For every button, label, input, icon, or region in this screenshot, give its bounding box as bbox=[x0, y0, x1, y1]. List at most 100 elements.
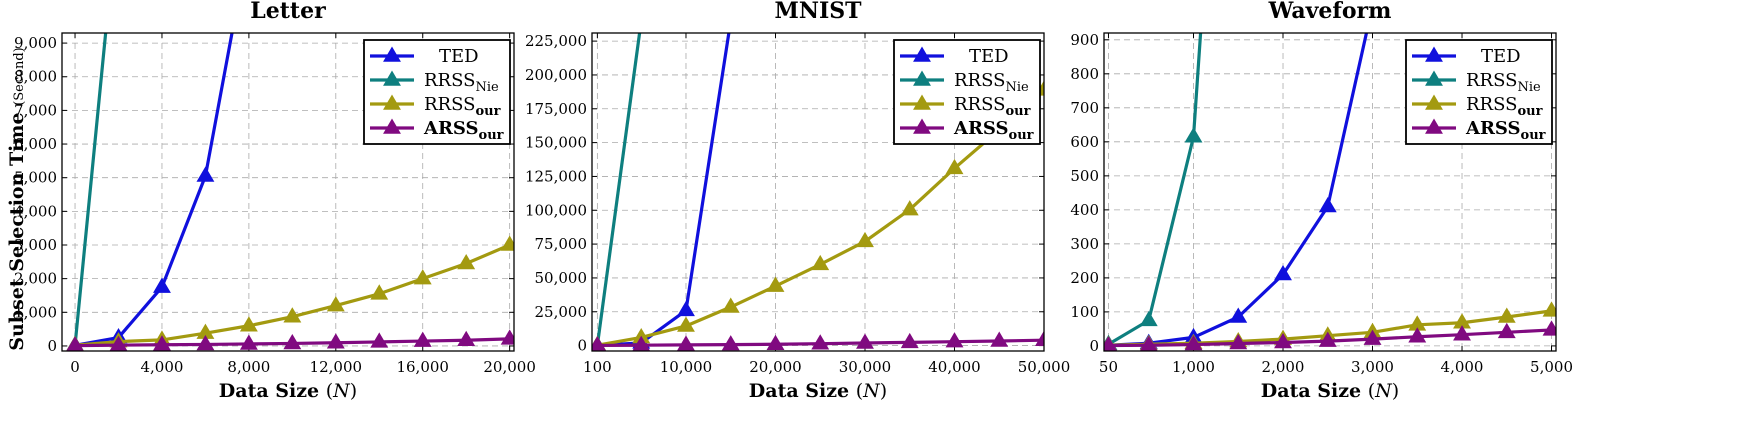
series-arss-our-point bbox=[283, 333, 302, 350]
y-tick-label: 4,000 bbox=[14, 202, 57, 220]
x-tick-label: 10,000 bbox=[660, 358, 713, 376]
legend-entry-rrss-nie-label: RRSSNie bbox=[954, 70, 1029, 95]
legend-entry-ted-label: TED bbox=[439, 46, 479, 67]
legend-entry-rrss-our-marker bbox=[1425, 94, 1443, 110]
y-tick-label: 150,000 bbox=[525, 134, 587, 152]
series-arss-our-point bbox=[1318, 331, 1337, 347]
series-arss-our-point bbox=[990, 331, 1009, 347]
legend-entry-arss-our-label: ARSSour bbox=[423, 118, 504, 143]
series-arss-our-point bbox=[900, 332, 919, 349]
chart-title: Waveform bbox=[1268, 0, 1392, 24]
legend-entry-rrss-nie-marker bbox=[383, 70, 401, 86]
y-tick-label: 0 bbox=[1089, 337, 1099, 355]
series-arss-our-point bbox=[196, 334, 215, 351]
y-tick-label: 50,000 bbox=[535, 269, 588, 287]
y-tick-label: 1,000 bbox=[14, 303, 57, 321]
chart-title: MNIST bbox=[774, 0, 862, 24]
series-arss-our-point bbox=[1035, 330, 1044, 346]
series-arss-our-point bbox=[239, 334, 258, 350]
y-tick-label: 200,000 bbox=[525, 66, 587, 84]
x-tick-label: 2,000 bbox=[1262, 358, 1305, 376]
series-ted-point bbox=[1274, 264, 1292, 281]
y-tick-label: 3,000 bbox=[14, 236, 57, 254]
series-arss-our-point bbox=[945, 332, 964, 348]
x-axis-label: Data Size (N) bbox=[219, 380, 357, 402]
legend-entry-ted-marker bbox=[383, 46, 401, 62]
x-tick-label: 1,000 bbox=[1172, 358, 1215, 376]
series-arss-our-point bbox=[1542, 320, 1556, 336]
series-arss-our-point bbox=[721, 335, 740, 351]
legend-entry-rrss-our-marker bbox=[383, 94, 401, 110]
x-tick-label: 100 bbox=[583, 358, 612, 376]
series-rrss-our-point bbox=[1542, 301, 1556, 317]
legend-entry-rrss-our-label: RRSSour bbox=[424, 94, 501, 119]
series-arss-our-point bbox=[326, 333, 345, 349]
series-rrss-our-point bbox=[239, 316, 258, 332]
y-tick-label: 500 bbox=[1070, 167, 1099, 185]
legend-entry-rrss-nie-marker bbox=[1425, 70, 1443, 86]
y-tick-label: 125,000 bbox=[525, 167, 587, 185]
y-tick-label: 800 bbox=[1070, 65, 1099, 83]
y-tick-label: 100 bbox=[1070, 303, 1099, 321]
series-rrss-our-point bbox=[677, 316, 695, 332]
y-tick-label: 400 bbox=[1070, 201, 1099, 219]
series-arss-our-point bbox=[1274, 333, 1292, 349]
y-tick-label: 300 bbox=[1070, 235, 1099, 253]
y-tick-label: 900 bbox=[1070, 31, 1099, 49]
legend-entry-rrss-nie-marker bbox=[913, 70, 931, 86]
series-ted-point bbox=[1229, 307, 1248, 323]
series-arss-our-point bbox=[677, 335, 695, 351]
series-arss-our-point bbox=[811, 334, 830, 350]
chart-letter: Letter 0 4,000 8,000 12,000 16,000 20,000 0 1,00… bbox=[14, 0, 536, 402]
legend-entry-ted-marker bbox=[913, 46, 931, 62]
series-rrss-our-point bbox=[326, 296, 345, 312]
series-rrss-our-point bbox=[1497, 307, 1516, 323]
plot-frame bbox=[61, 32, 515, 352]
series-arss-our-point bbox=[457, 330, 476, 347]
series-ted-point bbox=[1318, 196, 1337, 213]
series-arss-our-point bbox=[1184, 335, 1203, 351]
y-tick-label: 175,000 bbox=[525, 100, 587, 118]
series-group bbox=[592, 12, 1044, 351]
series-arss-our-point bbox=[1229, 334, 1248, 350]
y-tick-label: 75,000 bbox=[535, 235, 588, 253]
y-tick-label: 0 bbox=[47, 337, 57, 355]
x-tick-label: 8,000 bbox=[227, 358, 270, 376]
shared-y-axis-label: Subset Selection Time (Second) bbox=[6, 29, 28, 369]
x-tick-label: 0 bbox=[70, 358, 80, 376]
x-tick-label: 30,000 bbox=[839, 358, 892, 376]
chart-title: Letter bbox=[250, 0, 326, 24]
plot-frame bbox=[1103, 32, 1557, 352]
series-arss-our-point bbox=[1453, 325, 1471, 341]
x-tick-label: 5,000 bbox=[1530, 358, 1573, 376]
y-tick-label: 225,000 bbox=[525, 32, 587, 50]
y-tick-label: 700 bbox=[1070, 99, 1099, 117]
y-tick-label: 2,000 bbox=[14, 270, 57, 288]
y-tick-label: 25,000 bbox=[535, 303, 588, 321]
series-arss-our-point bbox=[413, 331, 432, 347]
series-rrss-our-point bbox=[721, 297, 740, 313]
chart-mnist: MNIST 100 10,000 20,000 30,000 40,000 50,000 0 2… bbox=[525, 0, 1070, 402]
series-rrss-nie-point bbox=[100, 4, 116, 18]
y-tick-label: 7,000 bbox=[14, 101, 57, 119]
x-tick-label: 3,000 bbox=[1351, 358, 1394, 376]
series-ted-line bbox=[597, 33, 731, 347]
series-rrss-nie-point bbox=[1139, 310, 1158, 327]
series-group bbox=[1104, 0, 1556, 351]
series-rrss-nie-point bbox=[633, 12, 649, 26]
series-arss-our-point bbox=[153, 335, 171, 351]
y-tick-label: 6,000 bbox=[14, 135, 57, 153]
series-ted-point bbox=[196, 166, 215, 182]
series-ted-point bbox=[153, 277, 171, 293]
y-tick-label: 8,000 bbox=[14, 68, 57, 86]
series-rrss-our-point bbox=[945, 158, 964, 175]
legend-entry-arss-our-label: ARSSour bbox=[1465, 118, 1546, 143]
series-arss-our-point bbox=[1363, 329, 1382, 345]
series-arss-our-point bbox=[766, 334, 785, 351]
legend-entry-ted-label: TED bbox=[1481, 46, 1521, 67]
y-tick-label: 600 bbox=[1070, 133, 1099, 151]
series-rrss-nie-point bbox=[1194, 0, 1210, 11]
legend-entry-arss-our-marker bbox=[913, 118, 931, 134]
